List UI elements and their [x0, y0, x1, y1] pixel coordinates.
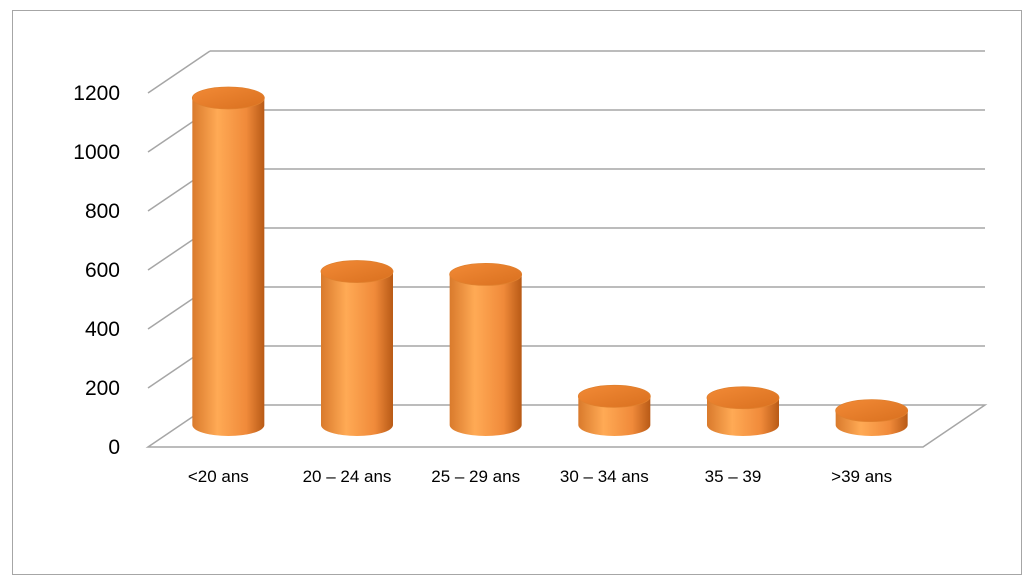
x-category-label: 35 – 39 — [705, 467, 762, 486]
bar — [320, 260, 394, 436]
bar-body — [321, 271, 393, 436]
y-tick-label: 0 — [108, 436, 120, 459]
y-tick-label: 400 — [85, 318, 120, 341]
bar-top — [320, 260, 394, 283]
gridline — [147, 50, 985, 94]
bar-body — [449, 274, 522, 436]
gridline — [147, 168, 985, 212]
x-category-label: <20 ans — [188, 467, 249, 486]
gridline — [145, 404, 988, 448]
bar — [706, 386, 780, 436]
bar-top — [706, 386, 780, 410]
bars — [191, 86, 909, 436]
gridline — [147, 286, 985, 330]
y-tick-label: 1000 — [73, 141, 120, 164]
bar — [835, 399, 909, 436]
y-tick-label: 600 — [85, 259, 120, 282]
gridline — [147, 109, 985, 153]
x-axis-category-labels: <20 ans 20 – 24 ans 25 – 29 ans 30 – 34 ans… — [188, 467, 892, 486]
gridline-side — [147, 50, 211, 94]
y-axis-tick-labels: 0 200 400 600 800 1000 1200 — [73, 82, 120, 459]
bar — [577, 384, 651, 436]
bar-top — [577, 384, 651, 408]
bar — [191, 86, 265, 436]
floor-outline — [145, 404, 988, 448]
gridline — [147, 345, 985, 389]
y-tick-label: 1200 — [73, 82, 120, 105]
gridline — [147, 227, 985, 271]
bar-top — [191, 86, 265, 110]
gridlines — [145, 50, 988, 448]
bar-top — [835, 399, 909, 423]
bar-top — [449, 263, 523, 286]
bar — [449, 263, 523, 436]
x-category-label: >39 ans — [831, 467, 892, 486]
x-category-label: 25 – 29 ans — [431, 467, 520, 486]
y-tick-label: 200 — [85, 377, 120, 400]
x-category-label: 30 – 34 ans — [560, 467, 649, 486]
bar-body — [192, 98, 265, 436]
x-category-label: 20 – 24 ans — [303, 467, 392, 486]
y-tick-label: 800 — [85, 200, 120, 223]
